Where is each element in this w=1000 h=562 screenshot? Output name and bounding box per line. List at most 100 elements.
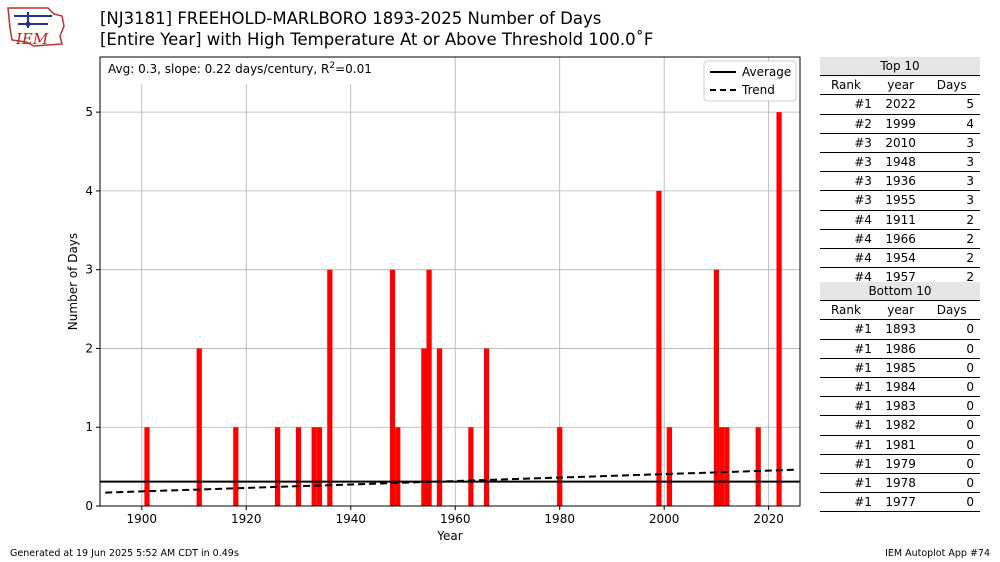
table-row: #1 1983 0 [820,396,980,417]
bottom10-rows: #1 1893 0 #1 1986 0 #1 1985 0 #1 1984 0 #1 1983 0 #1 198… [820,319,980,513]
days-cell: 0 [929,377,980,398]
table-row: #1 1981 0 [820,435,980,455]
y-tick-label-3: 3 [85,263,93,277]
days-cell: 0 [929,358,980,378]
days-cell: 0 [929,492,980,513]
top10-rows: #1 2022 5 #2 1999 4 #3 2010 3 #3 1948 3 #3 1936 3 #3 195… [820,94,980,288]
bar-1955 [426,269,432,506]
table-row: #1 1984 0 [820,377,980,398]
table-row: #3 1936 3 [820,171,980,192]
rank-cell: #3 [820,133,872,153]
chart-title-line2: [Entire Year] with High Temperature At o… [100,30,654,49]
bar-1930 [295,427,302,506]
bar-1933 [311,427,317,506]
year-cell: 1985 [871,358,930,378]
year-cell: 1982 [871,415,930,436]
rank-cell: #1 [820,492,872,513]
days-cell: 2 [929,248,980,269]
trend-line [105,468,795,494]
bar-1980 [557,427,563,506]
days-cell: 0 [929,415,980,436]
table-row: #1 1893 0 [820,319,980,340]
chart-title-line1: [NJ3181] FREEHOLD-MARLBORO 1893-2025 Num… [100,9,602,28]
days-cell: 3 [929,152,980,173]
legend-trend-label: Trend [741,83,775,97]
iem-logo-icon: IEM [7,7,65,48]
table-row: #3 1948 3 [820,152,980,173]
bar-1966 [483,348,490,506]
rank-cell: #1 [820,94,872,115]
bar-2018 [755,427,761,506]
table-row: #3 2010 3 [820,133,980,153]
y-tick-label-2: 2 [85,341,93,355]
days-cell: 2 [929,210,980,230]
rank-cell: #1 [820,377,872,398]
bar-1999 [656,190,662,506]
y-tick-label-1: 1 [85,420,93,434]
rank-cell: #1 [820,454,872,474]
x-tick-label-1900: 1900 [127,512,158,526]
footer-app: IEM Autoplot App #74 [885,548,990,559]
rank-cell: #4 [820,248,872,269]
logo-text: IEM [15,30,49,48]
bar-1911 [196,348,202,506]
year-cell: 1984 [871,377,930,398]
rank-cell: #1 [820,319,872,340]
rank-cell: #1 [820,435,872,455]
days-cell: 4 [929,114,980,134]
x-tick-label-2000: 2000 [649,512,680,526]
days-cell: 0 [929,473,980,494]
days-cell: 0 [929,454,980,474]
days-cell: 5 [929,94,980,115]
table-row: #1 1979 0 [820,454,980,474]
table-row: #2 1999 4 [820,114,980,134]
bottom10-header-days: Days [929,300,980,321]
bar-2011 [719,427,725,506]
bar-1901 [144,427,150,506]
bottom10-header-year: year [871,300,930,321]
table-row: #1 1982 0 [820,415,980,436]
year-cell: 1936 [871,171,930,192]
year-cell: 1955 [871,190,930,211]
bottom10-table: Bottom 10 Rank year Days #1 1893 0 #1 1986 0 #… [820,282,980,513]
rank-cell: #2 [820,114,872,134]
y-tick-label-5: 5 [85,105,93,119]
table-row: #1 1985 0 [820,358,980,378]
days-cell: 0 [929,319,980,340]
bar-2012 [724,427,730,506]
annotation-box [101,58,367,84]
year-cell: 1978 [871,473,930,494]
y-axis-label: Number of Days [66,233,80,330]
bar-2001 [666,427,673,506]
table-row: #4 1911 2 [820,210,980,230]
table-row: #3 1955 3 [820,190,980,211]
x-tick-label-2020: 2020 [753,512,784,526]
rank-cell: #1 [820,473,872,494]
year-cell: 1979 [871,454,930,474]
bar-1936 [327,269,333,506]
table-row: #1 1978 0 [820,473,980,494]
year-cell: 1954 [871,248,930,269]
year-cell: 1999 [871,114,930,134]
y-tick-label-0: 0 [85,499,93,513]
days-cell: 0 [929,396,980,417]
x-tick-label-1960: 1960 [440,512,471,526]
legend-average-label: Average [742,65,791,79]
rank-cell: #1 [820,415,872,436]
bar-2022 [776,112,782,506]
year-cell: 2022 [871,94,930,115]
bar-1949 [395,427,401,506]
bar-1926 [275,427,281,506]
top10-header-rank: Rank [820,75,872,96]
bottom10-title: Bottom 10 [820,282,980,302]
x-tick-label-1920: 1920 [231,512,262,526]
table-row: #1 1977 0 [820,492,980,513]
x-tick-label-1940: 1940 [335,512,366,526]
bottom10-header-rank: Rank [820,300,872,321]
days-cell: 3 [929,190,980,211]
bar-1963 [468,427,474,506]
bar-1957 [436,348,443,506]
top10-table: Top 10 Rank year Days #1 2022 5 #2 1999 4 #3 20… [820,57,980,288]
rank-cell: #1 [820,339,872,359]
